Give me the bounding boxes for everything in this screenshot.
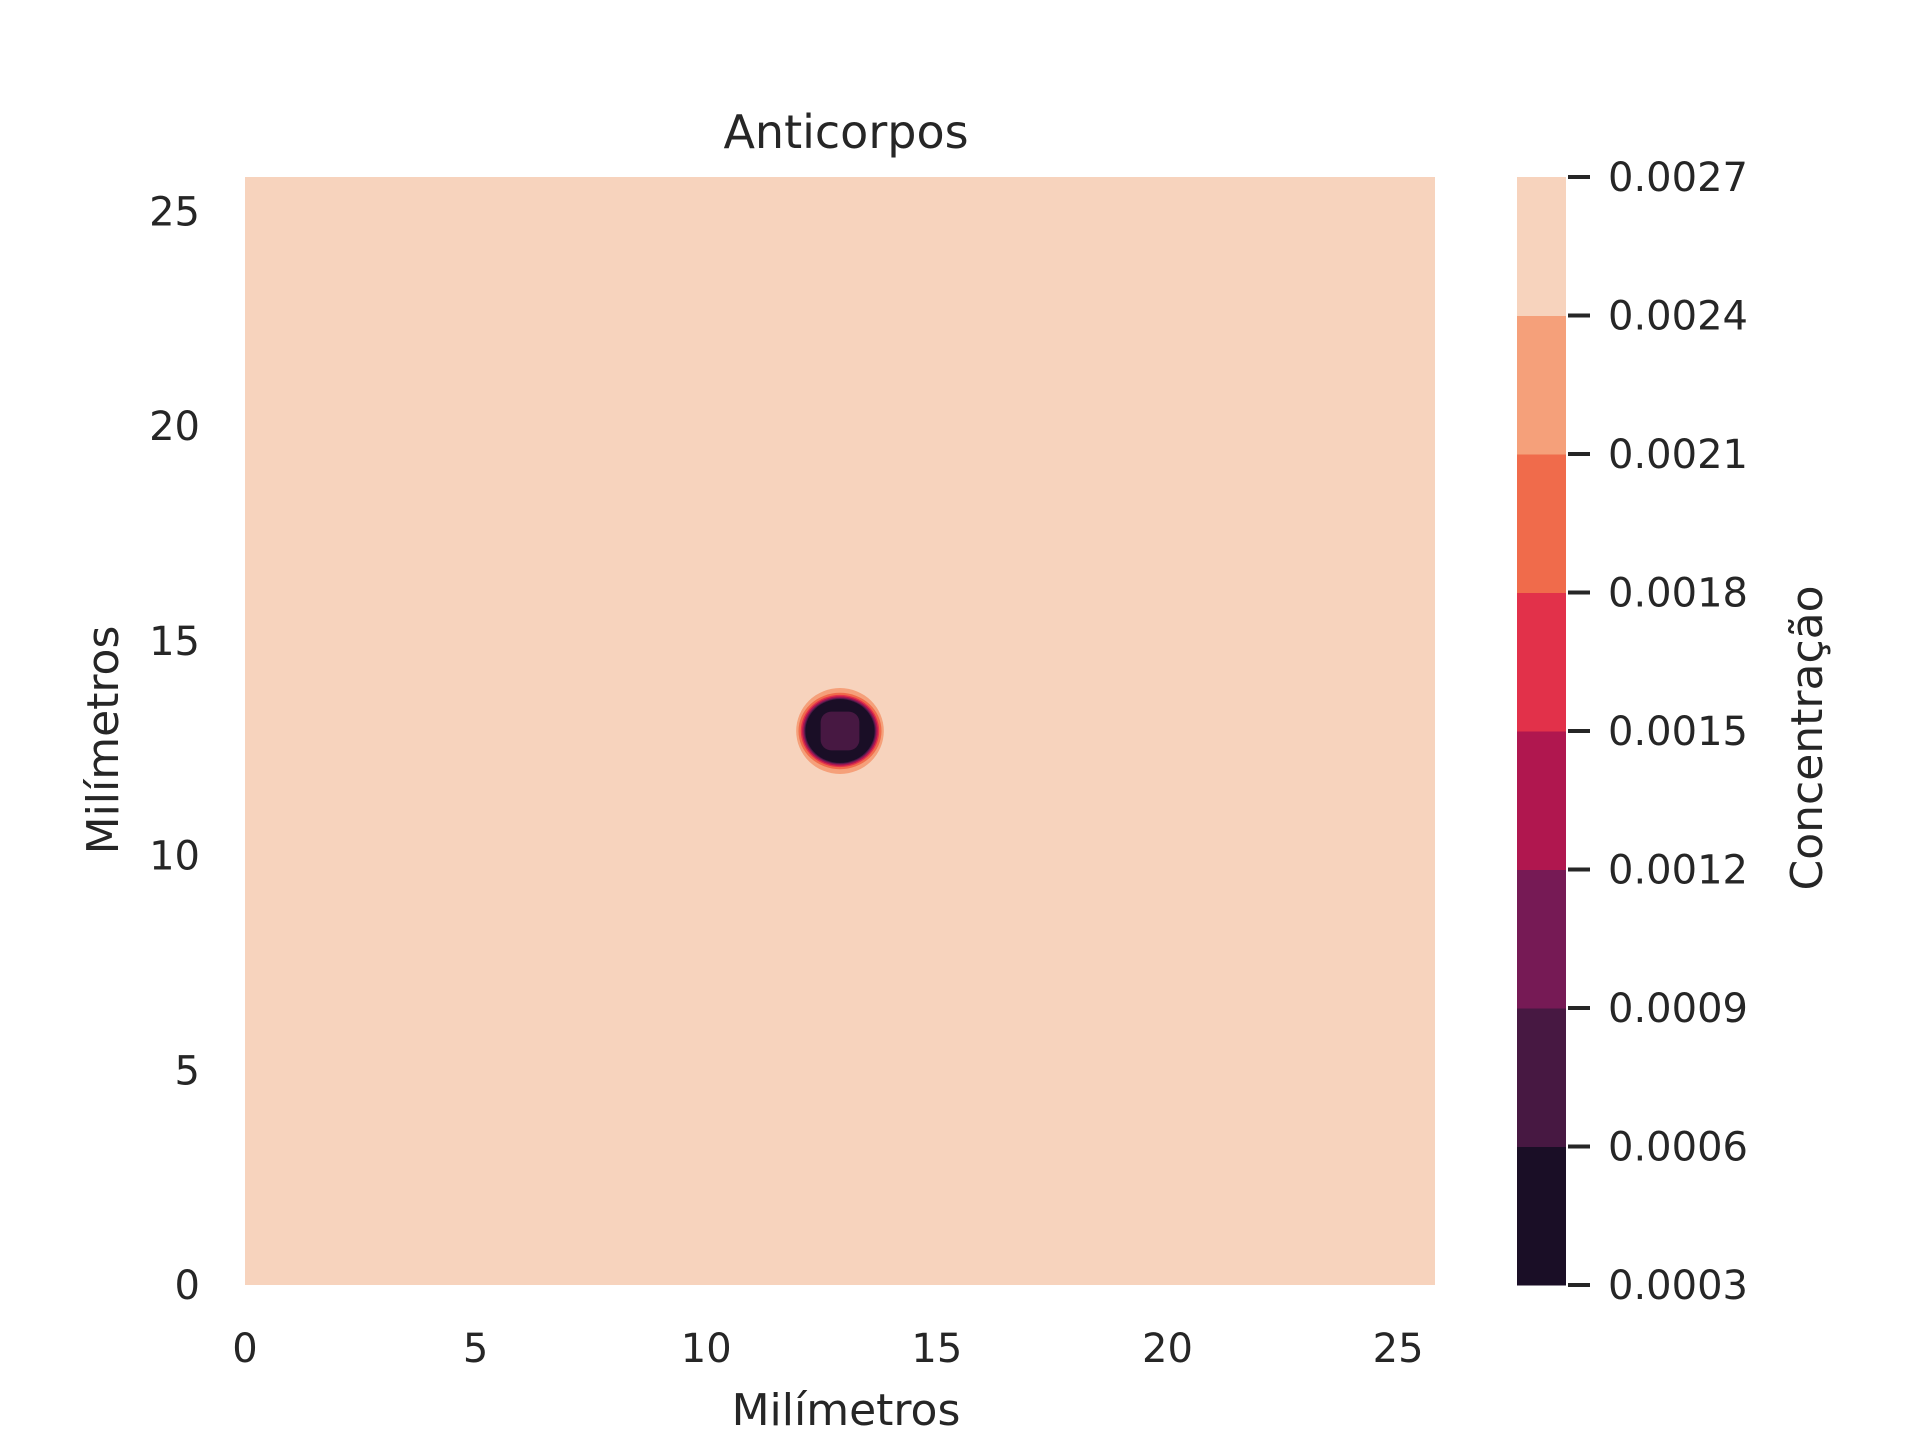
y-tick-label: 25 <box>149 189 200 235</box>
colorbar-tick-label: 0.0018 <box>1608 571 1748 617</box>
contour-core <box>820 711 860 751</box>
colorbar-tick-label: 0.0027 <box>1608 155 1748 201</box>
y-tick-label: 5 <box>175 1048 200 1094</box>
colorbar-tick-label: 0.0021 <box>1608 432 1748 478</box>
colorbar-tick-label: 0.0006 <box>1608 1125 1748 1171</box>
colorbar-tick-label: 0.0024 <box>1608 294 1748 340</box>
colorbar-label: Concentração <box>1782 585 1833 890</box>
y-axis: 0 5 10 15 20 25 <box>149 189 200 1309</box>
y-tick-label: 20 <box>149 404 200 450</box>
colorbar-band <box>1517 454 1566 593</box>
y-tick-label: 15 <box>149 619 200 665</box>
colorbar-tick-label: 0.0009 <box>1608 986 1748 1032</box>
y-tick-label: 0 <box>175 1263 200 1309</box>
colorbar-band <box>1517 731 1566 870</box>
colorbar-band <box>1517 592 1566 732</box>
colorbar-band <box>1517 869 1566 1009</box>
y-tick-label: 10 <box>149 834 200 880</box>
x-tick-label: 10 <box>681 1326 732 1372</box>
colorbar-band <box>1517 177 1566 316</box>
x-tick-label: 15 <box>911 1326 962 1372</box>
colorbar-band <box>1517 1146 1566 1286</box>
colorbar-tick-label: 0.0012 <box>1608 848 1748 894</box>
x-tick-label: 20 <box>1142 1326 1193 1372</box>
colorbar: 0.0003 0.0006 0.0009 0.0012 0.0015 0.0018 0.00… <box>1517 155 1748 1309</box>
colorbar-tick-label: 0.0003 <box>1608 1263 1748 1309</box>
colorbar-band <box>1517 1008 1566 1147</box>
colorbar-tick-label: 0.0015 <box>1608 709 1748 755</box>
x-axis: 0 5 10 15 20 25 <box>232 1326 1423 1372</box>
plot-area <box>245 177 1435 1285</box>
x-tick-label: 0 <box>232 1326 257 1372</box>
colorbar-band <box>1517 315 1566 455</box>
x-tick-label: 5 <box>463 1326 488 1372</box>
chart-title: Anticorpos <box>723 105 968 159</box>
y-axis-label: Milímetros <box>78 626 129 855</box>
x-tick-label: 25 <box>1373 1326 1424 1372</box>
x-axis-label: Milímetros <box>732 1385 961 1436</box>
